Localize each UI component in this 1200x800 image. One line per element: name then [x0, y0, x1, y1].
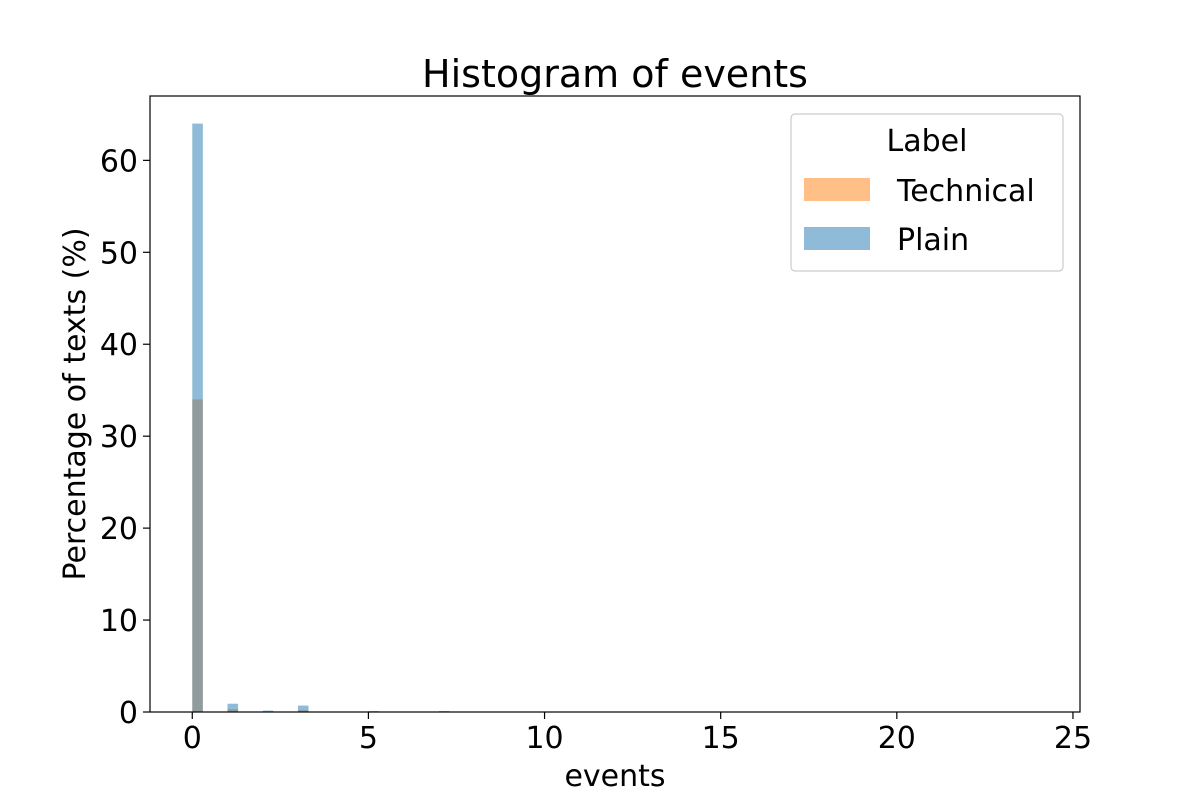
legend-title: Label [887, 124, 968, 159]
plot-area: 0 5 10 15 20 25 0 10 20 30 40 50 60 [100, 95, 1092, 756]
x-tick-label: 20 [878, 721, 916, 756]
legend: Label Technical Plain [790, 113, 1064, 272]
x-tick-label: 10 [525, 721, 563, 756]
bar-plain [227, 703, 239, 712]
y-tick-label: 60 [100, 144, 138, 179]
legend-label-technical: Technical [896, 174, 1035, 209]
y-axis-label: Percentage of texts (%) [58, 227, 93, 580]
y-tick-label: 50 [100, 236, 138, 271]
y-tick-label: 40 [100, 328, 138, 363]
y-tick-label: 10 [100, 604, 138, 639]
chart-title: Histogram of events [422, 52, 808, 96]
y-tick-label: 0 [119, 696, 138, 731]
x-tick-label: 25 [1054, 721, 1092, 756]
bar-plain [262, 710, 274, 712]
y-tick-label: 20 [100, 512, 138, 547]
y-tick-label: 30 [100, 420, 138, 455]
x-tick-label: 5 [359, 721, 378, 756]
bar-plain [297, 705, 309, 712]
legend-swatch-technical [804, 178, 870, 201]
legend-label-plain: Plain [897, 223, 969, 258]
x-tick-label: 15 [702, 721, 740, 756]
x-tick-label: 0 [183, 721, 202, 756]
x-axis-label: events [564, 759, 665, 794]
legend-swatch-plain [804, 227, 870, 250]
axes-frame [149, 95, 1081, 713]
bar-plain [192, 123, 203, 712]
